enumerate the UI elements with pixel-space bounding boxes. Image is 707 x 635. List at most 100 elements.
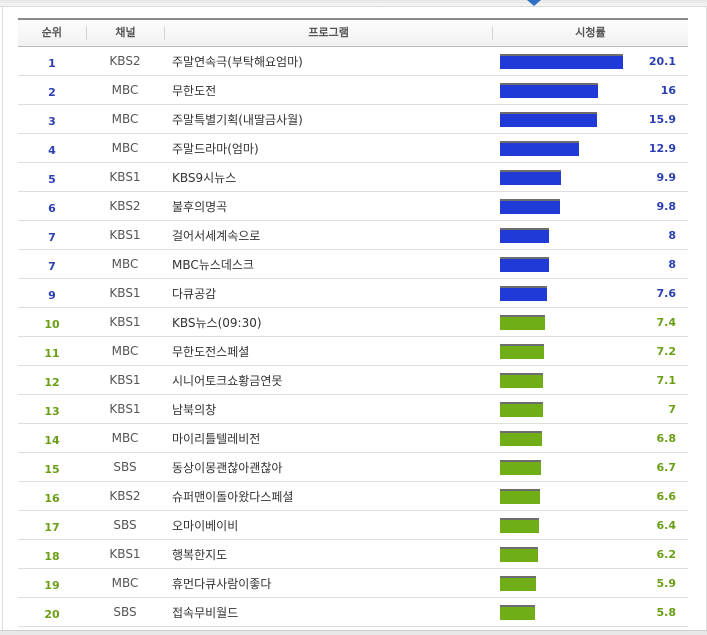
channel-cell: KBS1 [109,170,141,184]
rank-cell: 9 [48,288,56,302]
rating-bar-cell [492,192,622,220]
table-row: 10 KBS1 KBS뉴스(09:30) 7.4 [18,308,688,337]
ratings-table: 순위 채널 프로그램 시청률 1 KBS2 주말연속극(부탁해요엄마) 20.1 2 MB… [18,18,688,627]
rating-value: 8 [668,257,676,271]
program-cell: 접속무비월드 [172,605,239,620]
rating-value: 6.8 [656,431,677,445]
rating-bar-cell [492,511,622,539]
rating-bar [500,286,547,301]
table-row: 11 MBC 무한도전스페셜 7.2 [18,337,688,366]
rating-bar [500,170,561,185]
header-program: 프로그램 [164,26,492,40]
program-cell: 마이리틀텔레비전 [172,431,261,446]
channel-cell: KBS1 [109,315,141,329]
header-rank: 순위 [41,26,62,39]
tab-pointer-icon [527,0,541,6]
table-row: 1 KBS2 주말연속극(부탁해요엄마) 20.1 [18,47,688,76]
channel-cell: SBS [113,518,137,532]
rating-value: 6.2 [656,547,677,561]
rating-bar [500,431,542,446]
rating-bar-cell [492,250,622,278]
channel-cell: MBC [111,83,139,97]
table-row: 9 KBS1 다큐공감 7.6 [18,279,688,308]
rank-cell: 19 [44,578,60,592]
table-header: 순위 채널 프로그램 시청률 [18,20,688,47]
rating-bar [500,373,543,388]
program-cell: 주말드라마(엄마) [172,141,259,156]
program-cell: 행복한지도 [172,547,228,562]
rating-value: 8 [668,228,676,242]
program-cell: 동상이몽괜찮아괜찮아 [172,460,283,475]
rating-value: 9.9 [656,170,677,184]
rating-bar-cell [492,134,622,162]
table-row: 13 KBS1 남북의창 7 [18,395,688,424]
channel-cell: SBS [113,460,137,474]
rating-bar [500,199,560,214]
rating-bar-cell [492,337,622,365]
channel-cell: MBC [111,257,139,271]
program-cell: KBS뉴스(09:30) [172,315,262,330]
rank-cell: 7 [48,259,56,273]
rating-value: 6.4 [656,518,677,532]
table-row: 7 KBS1 걸어서세계속으로 8 [18,221,688,250]
program-cell: 무한도전 [172,83,217,98]
program-cell: KBS9시뉴스 [172,170,237,185]
rating-value: 5.8 [656,605,677,619]
rating-value: 7.4 [656,315,677,329]
table-row: 16 KBS2 슈퍼맨이돌아왔다스페셜 6.6 [18,482,688,511]
rank-cell: 17 [44,520,60,534]
rank-cell: 7 [48,230,56,244]
rank-cell: 20 [44,607,60,621]
rating-bar-cell [492,366,622,394]
table-row: 4 MBC 주말드라마(엄마) 12.9 [18,134,688,163]
rating-bar-cell [492,424,622,452]
rank-cell: 13 [44,404,60,418]
rating-bar [500,547,538,562]
rating-bar [500,518,539,533]
rank-cell: 3 [48,114,56,128]
table-row: 17 SBS 오마이베이비 6.4 [18,511,688,540]
program-cell: 남북의창 [172,402,217,417]
rating-bar-cell [492,540,622,568]
rating-bar-cell [492,569,622,597]
channel-cell: KBS2 [109,489,141,503]
rating-value: 7.6 [656,286,677,300]
rating-bar [500,315,545,330]
channel-cell: KBS1 [109,547,141,561]
table-row: 12 KBS1 시니어토크쇼황금연못 7.1 [18,366,688,395]
rating-value: 6.7 [656,460,677,474]
table-row: 2 MBC 무한도전 16 [18,76,688,105]
program-cell: MBC뉴스데스크 [172,257,254,272]
table-row: 15 SBS 동상이몽괜찮아괜찮아 6.7 [18,453,688,482]
program-cell: 걸어서세계속으로 [172,228,261,243]
rank-cell: 15 [44,462,60,476]
rank-cell: 1 [48,56,56,70]
rating-bar [500,141,579,156]
header-rating: 시청률 [491,26,688,40]
rank-cell: 11 [44,346,60,360]
rating-value: 9.8 [656,199,677,213]
rating-bar-cell [492,76,622,104]
program-cell: 주말특별기획(내딸금사월) [172,112,303,127]
bottom-strip [0,630,707,635]
rating-bar-cell [492,105,622,133]
top-strip [0,0,707,7]
program-cell: 슈퍼맨이돌아왔다스페셜 [172,489,294,504]
rating-bar-cell [492,221,622,249]
program-cell: 불후의명곡 [172,199,228,214]
rating-value: 7.2 [656,344,677,358]
rating-bar [500,489,540,504]
rating-value: 6.6 [656,489,677,503]
table-row: 20 SBS 접속무비월드 5.8 [18,598,688,627]
rating-bar-cell [492,47,623,75]
channel-cell: KBS1 [109,286,141,300]
rating-value: 12.9 [648,141,676,155]
channel-cell: MBC [111,576,139,590]
program-cell: 무한도전스페셜 [172,344,250,359]
rank-cell: 5 [48,172,56,186]
table-row: 19 MBC 휴먼다큐사람이좋다 5.9 [18,569,688,598]
program-cell: 휴먼다큐사람이좋다 [172,576,272,591]
rating-bar [500,402,543,417]
channel-cell: MBC [111,431,139,445]
rank-cell: 12 [44,375,60,389]
